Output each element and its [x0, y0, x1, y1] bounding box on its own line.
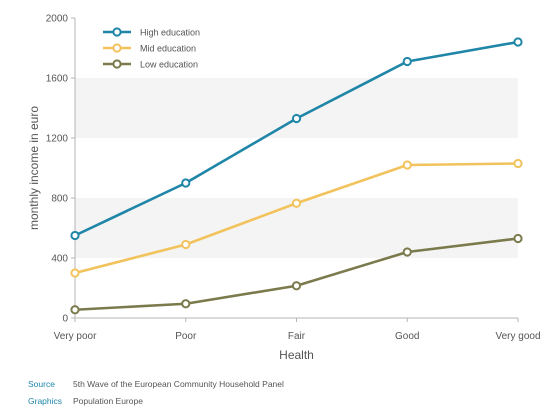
data-point-high-education: [402, 56, 412, 67]
x-tick-label: Fair: [288, 331, 306, 342]
data-point-high-education: [181, 178, 191, 188]
data-point-high-education: [70, 230, 80, 241]
legend-label-high-education: High education: [140, 28, 200, 38]
data-point-mid-education: [402, 160, 412, 170]
y-axis-ticks: 0 400 800 1200 1600 2000: [46, 14, 75, 325]
graphics-label: Graphics: [28, 396, 63, 406]
x-tick-label: Very good: [495, 331, 540, 342]
y-tick-label: 0: [62, 314, 68, 325]
y-tick-label: 800: [51, 194, 68, 205]
income-line-chart: 0 400 800 1200 1600 2000 Very poor Poor Fair Goo…: [27, 14, 541, 363]
y-axis-label: monthly income in euro: [27, 106, 41, 230]
data-point-mid-education: [70, 268, 80, 278]
x-tick-label: Good: [395, 331, 419, 342]
source-text: 5th Wave of the European Community House…: [73, 379, 284, 389]
legend: High education Mid education Low education: [103, 27, 200, 70]
footer-source: Source 5th Wave of the European Community…: [28, 379, 284, 389]
legend-label-mid-education: Mid education: [140, 44, 196, 54]
data-point-mid-education: [513, 158, 523, 169]
y-tick-label: 1600: [46, 74, 69, 85]
data-point-mid-education: [181, 239, 191, 250]
legend-marker-mid-education: [112, 43, 122, 53]
x-tick-label: Poor: [175, 331, 197, 342]
graphics-text: Population Europe: [73, 396, 143, 406]
x-tick-label: Very poor: [54, 331, 97, 342]
legend-marker-high-education: [112, 27, 122, 37]
legend-label-low-education: Low education: [140, 60, 198, 70]
data-point-low-education: [181, 299, 191, 309]
x-axis-label: Health: [279, 348, 314, 362]
data-point-low-education: [291, 281, 302, 291]
y-tick-label: 400: [51, 254, 68, 265]
y-tick-label: 2000: [46, 14, 69, 25]
data-point-mid-education: [291, 198, 302, 208]
grid-bands: [75, 78, 518, 258]
data-point-high-education: [291, 113, 302, 124]
data-point-low-education: [402, 247, 412, 257]
grid-band: [75, 78, 518, 138]
data-point-low-education: [70, 305, 80, 315]
x-axis-ticks: Very poor Poor Fair Good Very good: [54, 318, 541, 342]
source-label: Source: [28, 379, 55, 389]
footer-graphics: Graphics Population Europe: [28, 396, 143, 406]
data-point-high-education: [513, 37, 523, 47]
legend-marker-low-education: [112, 59, 122, 69]
data-series: [70, 37, 523, 315]
y-tick-label: 1200: [46, 134, 69, 145]
data-point-low-education: [513, 233, 523, 244]
